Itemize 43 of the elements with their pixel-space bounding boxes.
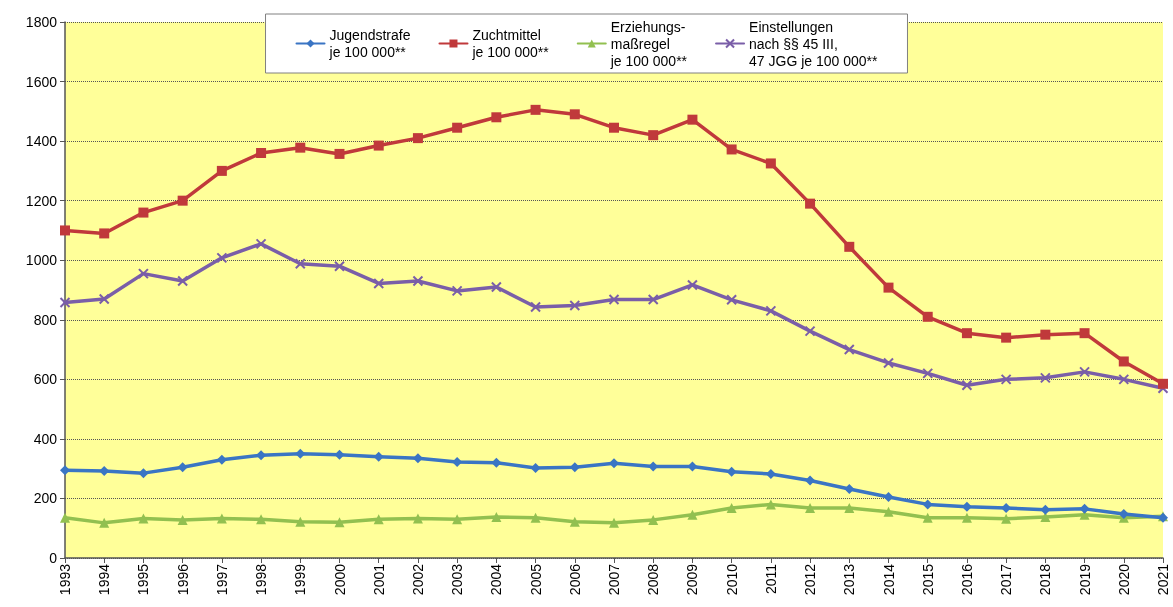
x-tick-label: 2008: [645, 563, 662, 596]
x-tick-label: 2020: [1115, 563, 1132, 596]
x-tick-label: 2017: [998, 563, 1015, 596]
y-tick-label: 400: [33, 430, 58, 447]
x-tick-label: 2012: [802, 563, 819, 596]
legend-label: Erziehungs- maßregel je 100 000**: [609, 18, 688, 69]
x-tick-label: 2018: [1037, 563, 1054, 596]
x-tick-label: 1996: [174, 563, 191, 596]
legend-label: Jugendstrafe je 100 000**: [328, 27, 411, 60]
x-tick-label: 1997: [213, 563, 230, 596]
x-tick-label: 2005: [527, 563, 544, 596]
x-tick-label: 2013: [841, 563, 858, 596]
x-tick-label: 2011: [762, 563, 779, 595]
y-tick-label: 600: [33, 371, 58, 388]
y-tick-label: 1600: [25, 73, 58, 90]
x-tick-label: 2014: [880, 563, 897, 596]
legend-label: Einstellungen nach §§ 45 III, 47 JGG je 100 000**: [749, 18, 879, 69]
y-tick-label: 1400: [25, 133, 58, 150]
x-tick-label: 2001: [370, 563, 387, 596]
x-tick-label: 2015: [919, 563, 936, 596]
x-tick-label: 1995: [135, 563, 152, 596]
x-tick-label: 1993: [57, 563, 73, 596]
y-tick-label: 1000: [25, 252, 58, 269]
y-tick-label: 0: [49, 550, 58, 566]
x-tick-label: 2000: [331, 563, 348, 596]
y-tick-label: 200: [33, 490, 58, 507]
x-tick-label: 2007: [606, 563, 622, 596]
x-tick-label: 1999: [292, 563, 309, 596]
x-tick-label: 2009: [684, 563, 701, 596]
x-tick-label: 2016: [958, 563, 975, 596]
x-tick-label: 1994: [96, 563, 113, 596]
x-tick-label: 2021: [1155, 563, 1171, 596]
x-tick-label: 2010: [723, 563, 740, 596]
x-tick-label: 2002: [409, 563, 426, 596]
x-tick-label: 2004: [488, 563, 505, 596]
y-tick-label: 800: [33, 311, 58, 328]
x-tick-label: 2006: [566, 563, 583, 596]
y-tick-label: 1800: [25, 14, 58, 30]
x-tick-label: 1998: [253, 563, 270, 596]
x-tick-label: 2003: [449, 563, 466, 596]
y-tick-label: 1200: [25, 192, 58, 209]
legend-label: Zuchtmittel je 100 000**: [471, 27, 550, 60]
x-tick-label: 2019: [1076, 563, 1093, 596]
